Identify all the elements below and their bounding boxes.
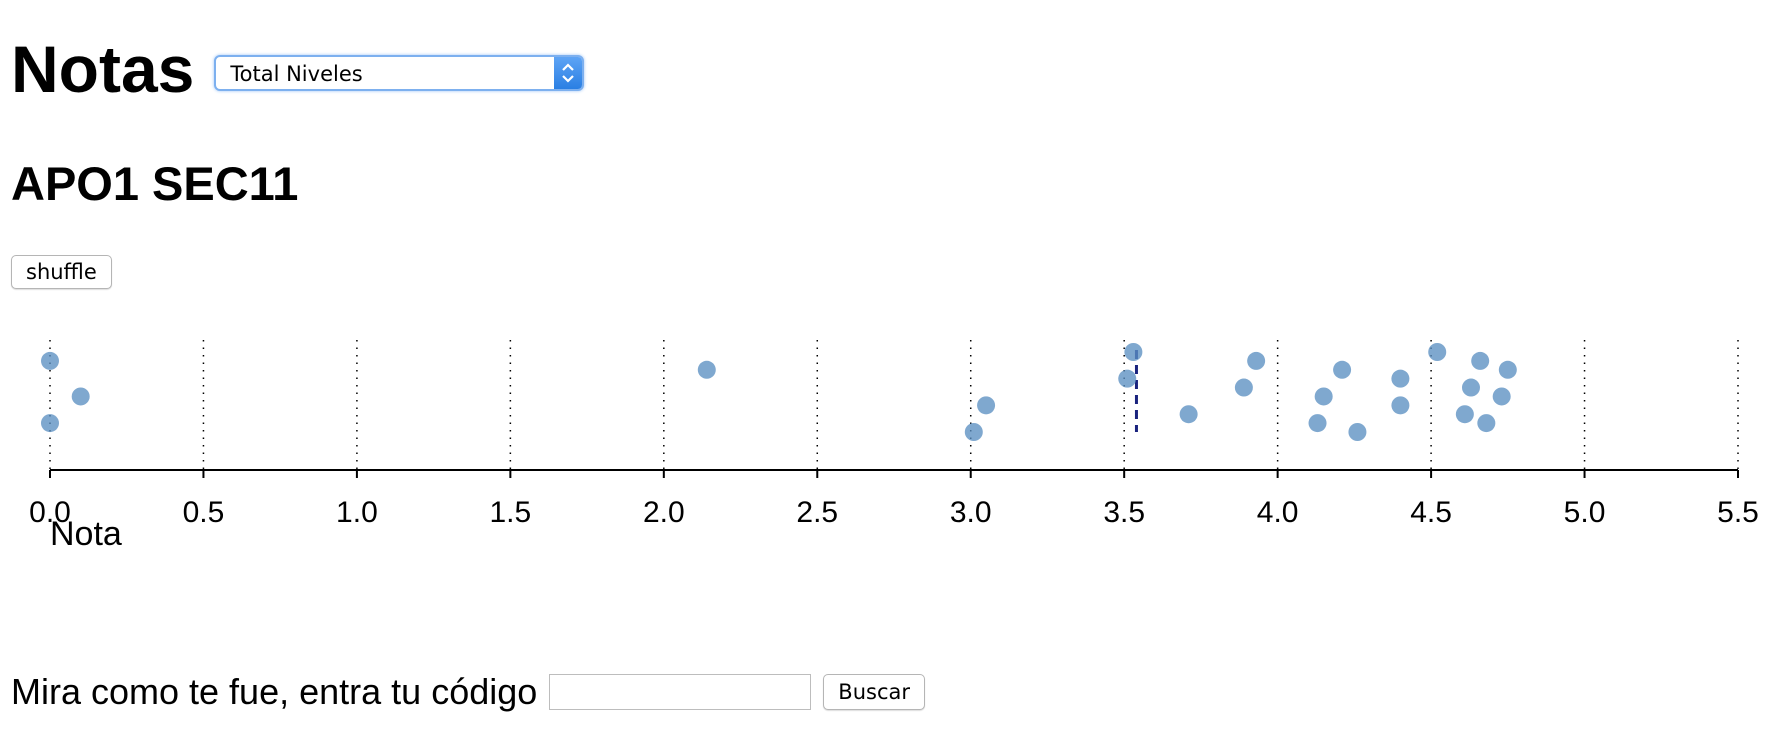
level-select[interactable]: Total Niveles <box>214 55 585 91</box>
header: Notas Total Niveles <box>11 32 585 106</box>
select-arrows-icon <box>554 57 583 89</box>
grade-point <box>1477 414 1496 433</box>
search-prompt: Mira como te fue, entra tu código <box>11 671 538 712</box>
x-axis: 0.0 0.5 1.0 1.5 2.0 2.5 3.0 3.5 4.0 4.5 5.0 5.5 <box>29 469 1759 529</box>
section-title: APO1 SEC11 <box>11 157 299 210</box>
x-tick-label: 5.5 <box>1717 496 1759 529</box>
grade-point <box>41 414 59 433</box>
grade-point <box>1234 378 1253 397</box>
grade-point <box>1247 351 1266 370</box>
grade-point <box>964 423 983 441</box>
x-tick-label: 1.0 <box>336 496 378 529</box>
grade-point <box>1348 423 1367 441</box>
grade-point <box>977 396 996 415</box>
code-input[interactable] <box>549 674 812 710</box>
grade-point <box>1492 387 1511 406</box>
grade-point <box>41 351 59 370</box>
x-axis-label: Nota <box>50 515 122 553</box>
x-tick-label: 3.0 <box>950 496 992 529</box>
grade-point <box>697 360 716 379</box>
x-tick-label: 4.5 <box>1410 496 1452 529</box>
grade-point <box>1391 396 1410 415</box>
grade-point <box>1391 369 1410 388</box>
x-tick-label: 3.5 <box>1103 496 1145 529</box>
grade-point <box>1308 414 1327 433</box>
x-tick-label: 1.5 <box>490 496 532 529</box>
grade-point <box>71 387 90 406</box>
grade-point <box>1179 405 1198 424</box>
x-tick-label: 4.0 <box>1257 496 1299 529</box>
grade-point <box>1461 378 1480 397</box>
grades-strip-chart: 0.0 0.5 1.0 1.5 2.0 2.5 3.0 3.5 4.0 4.5 5.0 5.5 Not… <box>29 340 1759 553</box>
grade-point <box>1118 369 1137 388</box>
shuffle-button[interactable]: shuffle <box>11 255 112 289</box>
x-tick-label: 2.0 <box>643 496 685 529</box>
page-title: Notas <box>11 32 195 106</box>
search-button[interactable]: Buscar <box>823 674 925 710</box>
x-tick-label: 5.0 <box>1564 496 1606 529</box>
x-tick-label: 0.5 <box>183 496 225 529</box>
grade-point <box>1471 351 1490 370</box>
search-row: Mira como te fue, entra tu código Buscar <box>11 674 925 710</box>
grade-point <box>1455 405 1474 424</box>
grade-points <box>41 343 1517 441</box>
grade-point <box>1428 343 1447 361</box>
level-select-value: Total Niveles <box>230 62 363 86</box>
grade-point <box>1314 387 1333 406</box>
grade-point <box>1498 360 1517 379</box>
grade-point <box>1124 343 1143 361</box>
grade-point <box>1333 360 1352 379</box>
x-tick-label: 0.0 <box>29 496 71 529</box>
x-tick-label: 2.5 <box>796 496 838 529</box>
